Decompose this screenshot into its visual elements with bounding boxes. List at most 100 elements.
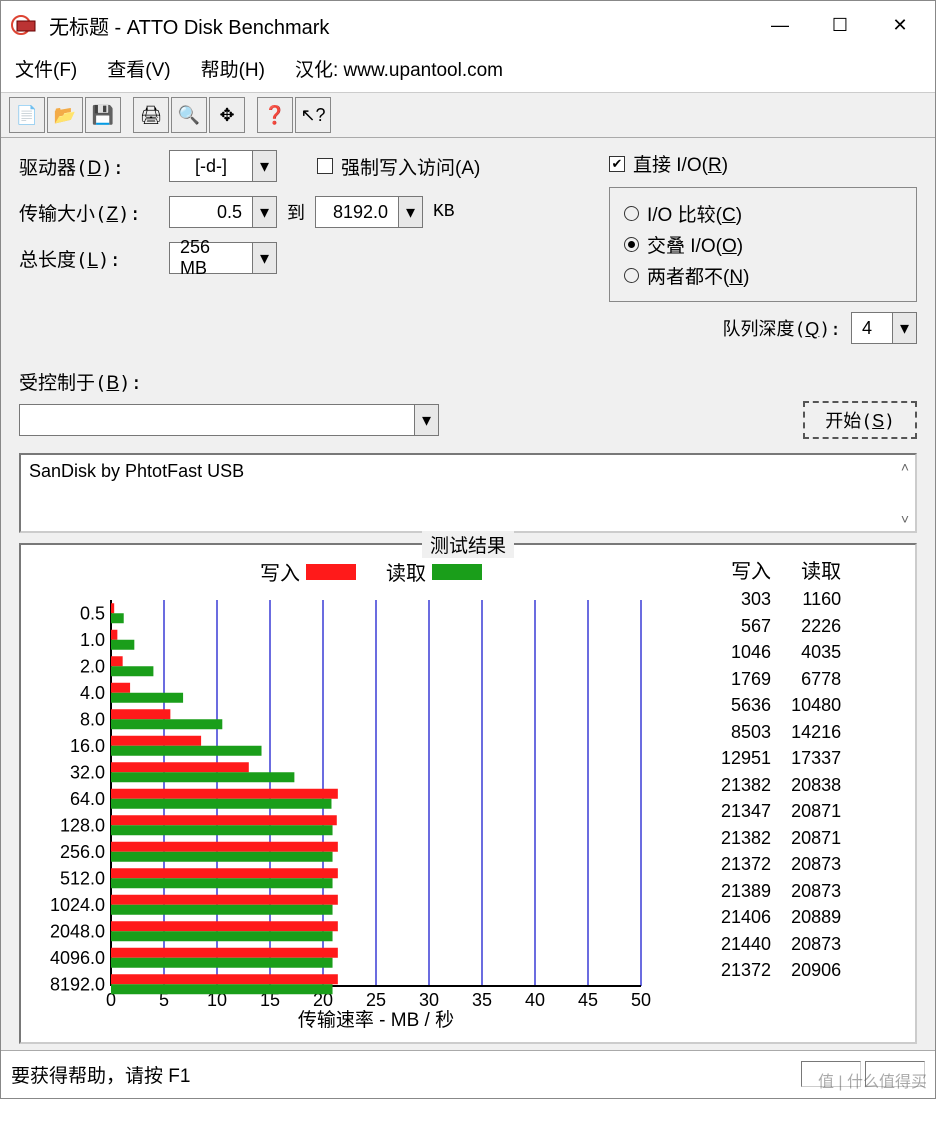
svg-text:2048.0: 2048.0: [50, 921, 105, 941]
open-icon[interactable]: 📂: [47, 97, 83, 133]
menubar: 文件(F) 查看(V) 帮助(H) 汉化: www.upantool.com: [1, 49, 935, 92]
force-write-checkbox[interactable]: 强制写入访问(A): [317, 153, 480, 180]
device-info: SanDisk by PhtotFast USB ˄ ˅: [19, 453, 917, 533]
cell-write: 8503: [711, 719, 781, 746]
svg-text:4.0: 4.0: [80, 683, 105, 703]
bar-chart: 051015202530354045500.51.02.04.08.016.03…: [31, 592, 711, 1032]
svg-text:4096.0: 4096.0: [50, 948, 105, 968]
svg-text:35: 35: [472, 990, 492, 1010]
cell-read: 20889: [781, 904, 851, 931]
minimize-button[interactable]: —: [755, 5, 805, 45]
svg-text:2.0: 2.0: [80, 656, 105, 676]
menu-help[interactable]: 帮助(H): [201, 55, 265, 82]
qdepth-combo[interactable]: 4▾: [851, 312, 917, 344]
main-panel: 驱动器(D): [-d-]▾ 强制写入访问(A) 传输大小(Z): 0.5▾ 到…: [1, 138, 935, 1050]
svg-text:25: 25: [366, 990, 386, 1010]
cell-read: 6778: [781, 666, 851, 693]
radio-icon: [624, 206, 639, 221]
cell-write: 21389: [711, 878, 781, 905]
svg-text:64.0: 64.0: [70, 789, 105, 809]
table-row: 2138920873: [711, 878, 851, 905]
legend-read-swatch: [432, 564, 482, 580]
menu-view[interactable]: 查看(V): [107, 55, 170, 82]
cell-read: 20871: [781, 798, 851, 825]
svg-text:50: 50: [631, 990, 651, 1010]
cell-read: 4035: [781, 639, 851, 666]
results-panel: 测试结果 写入 读取 051015202530354045500.51.02.0…: [19, 543, 917, 1044]
cell-write: 21440: [711, 931, 781, 958]
radio-io-compare[interactable]: I/O 比较(C): [624, 200, 902, 227]
preview-icon[interactable]: 🔍: [171, 97, 207, 133]
cell-write: 1046: [711, 639, 781, 666]
radio-neither[interactable]: 两者都不(N): [624, 262, 902, 289]
table-row: 3031160: [711, 586, 851, 613]
svg-text:8192.0: 8192.0: [50, 974, 105, 994]
device-name: SanDisk by PhtotFast USB: [29, 461, 244, 481]
controlled-combo[interactable]: ▾: [19, 404, 439, 436]
maximize-button[interactable]: ☐: [815, 5, 865, 45]
print-icon[interactable]: 🖨: [133, 97, 169, 133]
whatsthis-icon[interactable]: ↖?: [295, 97, 331, 133]
move-icon[interactable]: ✥: [209, 97, 245, 133]
status-bar: 要获得帮助，请按 F1 值 | 什么值得买: [1, 1050, 935, 1098]
length-combo[interactable]: 256 MB▾: [169, 242, 277, 274]
cell-write: 303: [711, 586, 781, 613]
cell-write: 567: [711, 613, 781, 640]
new-icon[interactable]: 📄: [9, 97, 45, 133]
app-window: 无标题 - ATTO Disk Benchmark — ☐ ✕ 文件(F) 查看…: [0, 0, 936, 1099]
table-row: 2138220838: [711, 772, 851, 799]
checkbox-icon: ✔: [609, 156, 625, 172]
cell-write: 5636: [711, 692, 781, 719]
transfer-min-combo[interactable]: 0.5▾: [169, 196, 277, 228]
cell-read: 20873: [781, 931, 851, 958]
table-row: 2134720871: [711, 798, 851, 825]
status-text: 要获得帮助，请按 F1: [11, 1061, 801, 1088]
cell-read: 1160: [781, 586, 851, 613]
cell-read: 20838: [781, 772, 851, 799]
svg-text:传输速率 - MB / 秒: 传输速率 - MB / 秒: [298, 1009, 454, 1031]
cell-read: 10480: [781, 692, 851, 719]
chevron-down-icon[interactable]: ▾: [414, 405, 438, 435]
cell-read: 20906: [781, 957, 851, 984]
cell-write: 12951: [711, 745, 781, 772]
svg-text:1.0: 1.0: [80, 630, 105, 650]
window-title: 无标题 - ATTO Disk Benchmark: [49, 11, 755, 40]
close-button[interactable]: ✕: [875, 5, 925, 45]
svg-text:45: 45: [578, 990, 598, 1010]
legend-write-swatch: [306, 564, 356, 580]
checkbox-icon: [317, 158, 333, 174]
kb-label: KB: [423, 202, 455, 222]
cell-write: 21347: [711, 798, 781, 825]
legend-write-label: 写入: [260, 563, 300, 585]
chevron-down-icon[interactable]: ▾: [398, 197, 422, 227]
table-row: 2137220873: [711, 851, 851, 878]
chevron-down-icon[interactable]: ▾: [252, 151, 276, 181]
io-mode-group: I/O 比较(C) 交叠 I/O(O) 两者都不(N): [609, 187, 917, 302]
transfer-max-combo[interactable]: 8192.0▾: [315, 196, 423, 228]
table-row: 2138220871: [711, 825, 851, 852]
table-row: 850314216: [711, 719, 851, 746]
menu-file[interactable]: 文件(F): [15, 55, 77, 82]
help-icon[interactable]: ❓: [257, 97, 293, 133]
svg-text:16.0: 16.0: [70, 736, 105, 756]
chevron-down-icon[interactable]: ▾: [252, 243, 276, 273]
cell-write: 21406: [711, 904, 781, 931]
direct-io-checkbox[interactable]: ✔直接 I/O(R): [609, 150, 728, 177]
col-write: 写入: [711, 553, 781, 586]
scroll-down-icon[interactable]: ˅: [901, 511, 909, 527]
app-icon: [11, 13, 41, 37]
radio-overlap[interactable]: 交叠 I/O(O): [624, 231, 902, 258]
toolbar: 📄 📂 💾 🖨 🔍 ✥ ❓ ↖?: [1, 92, 935, 138]
start-button[interactable]: 开始(S): [803, 401, 917, 439]
to-label: 到: [277, 199, 315, 225]
cell-write: 21372: [711, 851, 781, 878]
chevron-down-icon[interactable]: ▾: [892, 313, 916, 343]
scroll-up-icon[interactable]: ˄: [901, 459, 909, 475]
table-row: 563610480: [711, 692, 851, 719]
svg-text:0.5: 0.5: [80, 603, 105, 623]
table-row: 1295117337: [711, 745, 851, 772]
chevron-down-icon[interactable]: ▾: [252, 197, 276, 227]
save-icon[interactable]: 💾: [85, 97, 121, 133]
drive-combo[interactable]: [-d-]▾: [169, 150, 277, 182]
col-read: 读取: [781, 553, 851, 586]
